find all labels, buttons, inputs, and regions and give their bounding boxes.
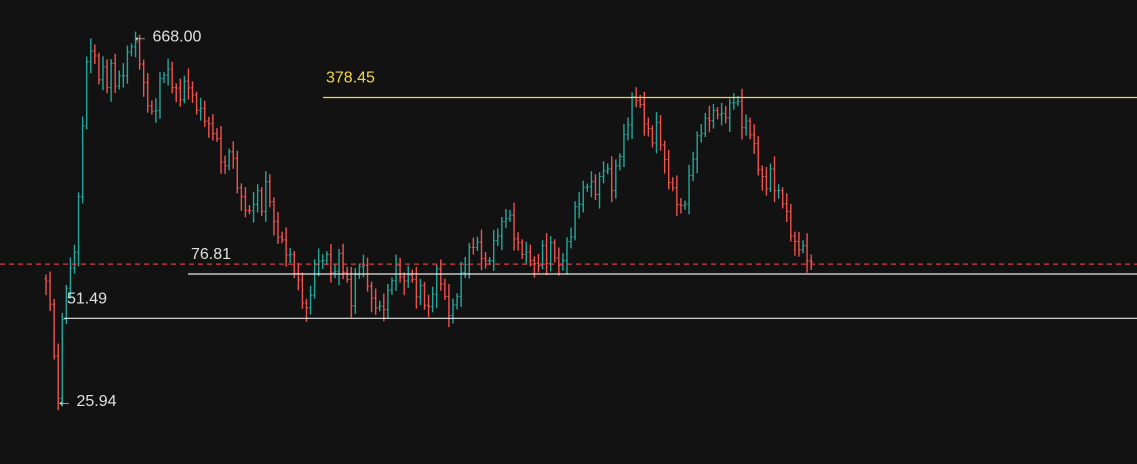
low-price-label: ← 25.94 (56, 393, 117, 410)
high-price-label: ← 668.00 (132, 29, 201, 46)
resistance-label: 378.45 (326, 70, 375, 87)
support-label: 76.81 (191, 246, 231, 263)
support-label: 51.49 (67, 290, 107, 307)
